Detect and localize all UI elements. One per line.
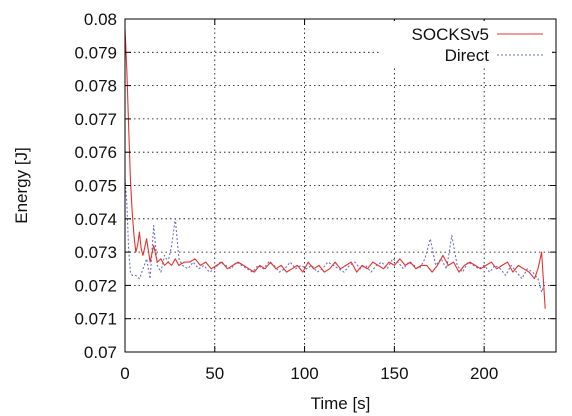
y-tick-label: 0.072 xyxy=(74,276,117,295)
plot-frame xyxy=(124,18,557,353)
x-tick-label: 50 xyxy=(205,364,224,383)
y-tick-label: 0.077 xyxy=(74,110,117,129)
y-tick-label: 0.08 xyxy=(84,10,117,29)
x-tick-label: 150 xyxy=(380,364,408,383)
y-axis-title: Energy [J] xyxy=(12,147,31,224)
x-tick-label: 0 xyxy=(120,364,129,383)
series-line-socksv5 xyxy=(124,28,546,309)
y-tick-label: 0.075 xyxy=(74,177,117,196)
legend-label-direct: Direct xyxy=(445,46,490,65)
y-tick-label: 0.074 xyxy=(74,210,117,229)
series-line-direct xyxy=(124,178,546,293)
y-tick-label: 0.07 xyxy=(84,343,117,362)
y-tick-label: 0.078 xyxy=(74,77,117,96)
legend: SOCKSv5 Direct xyxy=(380,21,552,67)
x-axis-title: Time [s] xyxy=(311,394,371,413)
legend-label-socksv5: SOCKSv5 xyxy=(412,25,489,44)
y-tick-label: 0.073 xyxy=(74,243,117,262)
y-tick-label: 0.076 xyxy=(74,143,117,162)
x-tick-label: 100 xyxy=(290,364,318,383)
x-tick-label: 200 xyxy=(470,364,498,383)
axis-ticks: 0.07 0.071 0.072 0.073 0.074 0.075 0.076 0.077 0… xyxy=(74,10,556,383)
legend-background xyxy=(380,21,552,67)
grid-lines xyxy=(125,19,556,352)
series-layer xyxy=(124,28,546,309)
y-tick-label: 0.071 xyxy=(74,310,117,329)
y-tick-label: 0.079 xyxy=(74,43,117,62)
